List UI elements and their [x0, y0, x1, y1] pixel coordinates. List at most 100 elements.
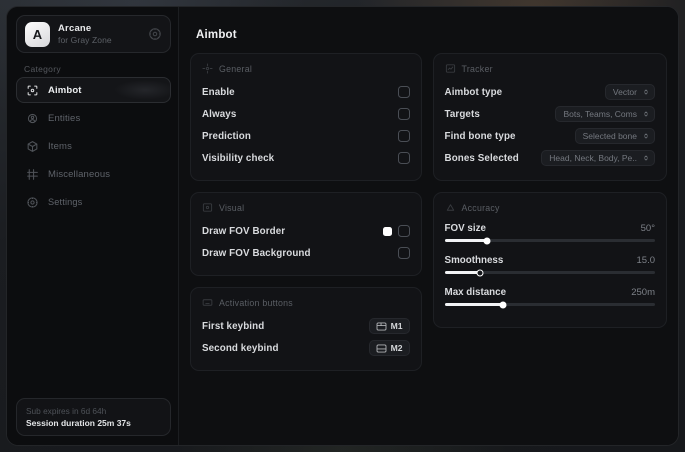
slider-track[interactable] [444, 301, 655, 308]
brand-name: Arcane [58, 22, 92, 34]
row-draw-fov-background[interactable]: Draw FOV Background [202, 242, 410, 264]
row-second-keybind[interactable]: Second keybind M2 [202, 337, 410, 359]
row-label: Draw FOV Border [202, 225, 286, 237]
brand-card[interactable]: A Arcane for Gray Zone [16, 15, 171, 53]
panel-visual: Visual Draw FOV Border Draw FOV Backgrou… [190, 192, 422, 276]
dropdown-find-bone-type[interactable]: Selected bone [574, 128, 655, 144]
dropdown-value: Selected bone [582, 131, 637, 141]
checkbox-draw-fov-background[interactable] [397, 247, 410, 259]
row-first-keybind[interactable]: First keybind M1 [202, 315, 410, 337]
dropdown-targets[interactable]: Bots, Teams, Coms [555, 106, 655, 122]
slider-header: Max distance 250m [445, 287, 655, 298]
slider-header: Smoothness 15.0 [445, 255, 655, 266]
checkbox-enable[interactable] [397, 86, 410, 98]
sidebar-item-miscellaneous[interactable]: Miscellaneous [16, 161, 171, 187]
panel-header: Activation buttons [202, 297, 410, 308]
dropdown-bones-selected[interactable]: Head, Neck, Body, Pe.. [541, 150, 655, 166]
sidebar-item-items[interactable]: Items [16, 133, 171, 159]
sidebar-item-aimbot[interactable]: Aimbot [16, 77, 171, 103]
checkbox-always[interactable] [397, 108, 410, 120]
row-aimbot-type[interactable]: Aimbot type Vector [445, 81, 655, 103]
chevron-updown-icon [644, 133, 648, 139]
slider-knob[interactable] [499, 301, 507, 308]
app-window: A Arcane for Gray Zone Category Aimbot [6, 6, 679, 446]
panel-header: Visual [202, 202, 410, 213]
sidebar-item-label: Entities [48, 112, 81, 124]
slider-value: 50° [640, 223, 655, 234]
keybind-button-second[interactable]: M2 [368, 340, 410, 356]
triangle-icon [446, 204, 454, 211]
slider-track[interactable] [444, 237, 655, 244]
row-targets[interactable]: Targets Bots, Teams, Coms [445, 103, 655, 125]
slider-knob[interactable] [483, 237, 491, 244]
slider-fov-size[interactable]: FOV size 50° [444, 220, 655, 244]
panel-title: Accuracy [461, 202, 500, 213]
sidebar-nav: Aimbot Entities Items Miscellaneo [16, 77, 171, 217]
crosshair-icon [202, 63, 213, 74]
right-column: Tracker Aimbot type Vector Targets [432, 53, 667, 371]
box-icon [27, 140, 38, 152]
dropdown-value: Head, Neck, Body, Pe.. [549, 153, 637, 163]
row-label: Visibility check [202, 152, 275, 164]
checkbox-draw-fov-border[interactable] [397, 225, 410, 237]
row-label: Prediction [202, 130, 251, 142]
panel-header: Tracker [445, 63, 655, 74]
slider-max-distance[interactable]: Max distance 250m [444, 284, 655, 308]
checkbox-visibility-check[interactable] [397, 152, 410, 164]
category-label: Category [24, 64, 61, 74]
slider-label: Max distance [444, 287, 507, 298]
sidebar-item-entities[interactable]: Entities [16, 105, 171, 131]
slider-fill [444, 271, 481, 274]
sidebar: A Arcane for Gray Zone Category Aimbot [7, 7, 179, 445]
row-enable[interactable]: Enable [202, 81, 410, 103]
sidebar-item-label: Miscellaneous [48, 168, 111, 180]
row-draw-fov-border[interactable]: Draw FOV Border [202, 220, 410, 242]
slider-value: 250m [631, 287, 655, 298]
person-scan-icon [27, 113, 38, 123]
session-duration: Session duration 25m 37s [26, 418, 131, 429]
panel-tracker: Tracker Aimbot type Vector Targets [432, 53, 667, 181]
sidebar-item-label: Aimbot [48, 84, 82, 96]
keybind-button-first[interactable]: M1 [368, 318, 410, 334]
panel-header: Accuracy [445, 202, 655, 213]
checkbox-prediction[interactable] [397, 130, 410, 142]
row-label: Draw FOV Background [202, 247, 311, 259]
panel-title: General [219, 63, 253, 74]
row-label: Enable [202, 86, 235, 98]
brand-text: Arcane for Gray Zone [58, 23, 148, 46]
row-controls [382, 225, 410, 237]
slider-smoothness[interactable]: Smoothness 15.0 [444, 252, 655, 276]
panel-title: Tracker [461, 63, 493, 74]
sidebar-item-settings[interactable]: Settings [16, 189, 171, 215]
color-swatch-fov-border[interactable] [382, 226, 392, 236]
row-label: Aimbot type [444, 86, 503, 98]
row-label: Find bone type [444, 130, 516, 142]
panel-title: Activation buttons [219, 297, 293, 308]
row-label: First keybind [202, 320, 265, 332]
gear-icon[interactable] [148, 27, 162, 41]
dropdown-value: Vector [612, 87, 637, 97]
sidebar-item-label: Settings [48, 197, 83, 207]
slider-track[interactable] [444, 269, 655, 276]
panel-activation-buttons: Activation buttons First keybind M1 Seco… [190, 287, 422, 371]
image-icon [202, 203, 213, 212]
chart-icon [445, 64, 455, 73]
row-prediction[interactable]: Prediction [202, 125, 410, 147]
mouse-left-icon [376, 321, 387, 331]
slider-knob[interactable] [476, 269, 484, 276]
row-find-bone-type[interactable]: Find bone type Selected bone [445, 125, 655, 147]
panel-accuracy: Accuracy FOV size 50° [432, 192, 667, 328]
mouse-right-icon [376, 343, 387, 353]
subscription-card: Sub expires in 6d 64h Session duration 2… [16, 398, 171, 436]
row-label: Targets [444, 108, 480, 120]
row-visibility-check[interactable]: Visibility check [202, 147, 410, 169]
panel-header: General [202, 63, 410, 74]
brand-subtitle: for Gray Zone [58, 34, 112, 45]
row-always[interactable]: Always [202, 103, 410, 125]
row-bones-selected[interactable]: Bones Selected Head, Neck, Body, Pe.. [445, 147, 655, 169]
dropdown-aimbot-type[interactable]: Vector [604, 84, 655, 100]
brand-logo: A [25, 21, 50, 47]
slider-label: FOV size [444, 223, 486, 234]
page-title: Aimbot [196, 29, 237, 41]
gear-icon [27, 196, 38, 208]
